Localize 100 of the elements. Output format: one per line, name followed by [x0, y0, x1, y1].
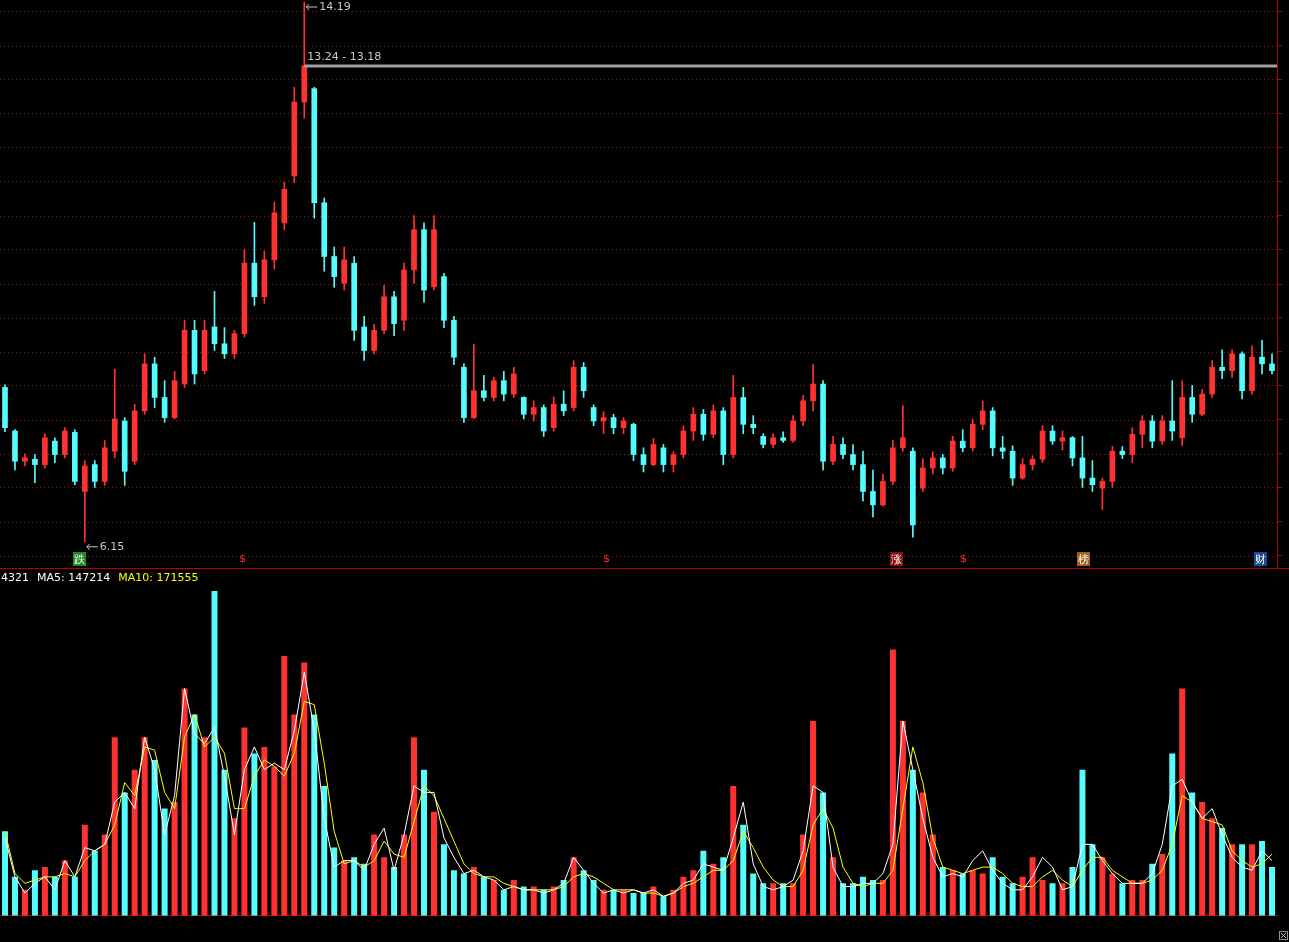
bar	[331, 847, 338, 916]
bar	[1109, 873, 1116, 916]
bar	[231, 818, 238, 916]
bar	[540, 889, 547, 916]
bar	[959, 873, 966, 916]
bar	[131, 769, 138, 916]
candlestick	[1219, 349, 1225, 379]
bar	[91, 850, 98, 916]
bar	[421, 769, 427, 916]
bar	[700, 850, 707, 916]
bar	[929, 834, 936, 916]
bar	[999, 876, 1006, 916]
bar	[161, 808, 168, 916]
bar	[830, 857, 837, 916]
bar	[411, 737, 418, 916]
bar	[1149, 863, 1156, 916]
annotation: 榜	[1077, 552, 1090, 566]
bar	[1199, 802, 1206, 916]
bar	[1129, 880, 1136, 916]
bar	[780, 883, 787, 916]
bar	[371, 834, 378, 916]
bar	[321, 785, 328, 916]
bar	[790, 883, 797, 916]
bar	[610, 889, 617, 916]
bar	[859, 876, 866, 916]
bar	[401, 834, 408, 916]
bar	[41, 867, 48, 916]
candlestick	[1259, 340, 1265, 375]
bar	[850, 883, 856, 916]
annotation: 6.15	[99, 539, 125, 553]
bar	[620, 889, 627, 916]
text: MA5: 147214	[37, 570, 111, 584]
annotation: 财	[1254, 552, 1267, 566]
bar	[989, 857, 996, 916]
bar	[560, 880, 567, 916]
bar	[1259, 841, 1266, 916]
bar	[301, 662, 308, 916]
annotation: $	[238, 552, 247, 566]
bar	[71, 876, 78, 916]
bar	[810, 720, 817, 916]
annotation: 跌	[73, 552, 86, 566]
bar	[899, 720, 906, 916]
bar	[1269, 867, 1276, 916]
bar	[1169, 753, 1176, 916]
bar	[1159, 854, 1166, 916]
bar	[181, 688, 188, 916]
bar	[281, 655, 288, 916]
bar	[660, 896, 667, 916]
bar	[201, 737, 208, 916]
bar	[1079, 769, 1086, 916]
bar	[440, 844, 447, 916]
bar	[939, 867, 946, 916]
bar	[1069, 867, 1076, 916]
bar	[1009, 883, 1016, 916]
bar	[840, 883, 847, 916]
bar	[271, 766, 278, 916]
bar	[1239, 844, 1246, 916]
bar	[1099, 857, 1106, 916]
text: MA10: 171555	[118, 570, 199, 584]
bar	[450, 870, 457, 916]
bar	[2, 831, 8, 916]
bar	[730, 785, 737, 916]
bar	[919, 792, 926, 916]
bar	[869, 880, 876, 916]
bar	[460, 873, 467, 916]
bar	[720, 857, 727, 916]
bar	[1179, 688, 1186, 916]
candlestick	[1169, 380, 1176, 441]
bar	[1089, 844, 1096, 916]
bar	[570, 857, 577, 916]
bar	[750, 873, 757, 916]
bar	[1249, 844, 1256, 916]
bar	[490, 880, 497, 916]
candlestick	[900, 405, 906, 452]
bar	[11, 876, 18, 916]
bar	[1209, 818, 1216, 916]
bar	[221, 769, 228, 916]
bar	[1229, 844, 1236, 916]
candlestick	[32, 454, 38, 484]
bar	[640, 893, 647, 916]
bar	[1189, 792, 1196, 916]
bar	[670, 889, 677, 916]
bar	[1119, 883, 1126, 916]
bar	[391, 867, 398, 916]
ref-line-label: 13.24 - 13.18	[307, 50, 382, 64]
bar	[530, 886, 537, 916]
bar	[1019, 876, 1026, 916]
bar	[51, 876, 58, 916]
bar	[171, 802, 178, 916]
bar	[710, 863, 717, 916]
bar	[520, 886, 527, 916]
candlestick	[560, 390, 567, 416]
bar	[151, 759, 158, 916]
bar	[500, 889, 507, 916]
bar	[760, 883, 767, 916]
bar	[430, 811, 437, 916]
bar	[351, 857, 358, 916]
bar	[979, 873, 986, 916]
bar	[470, 867, 477, 916]
bar	[949, 870, 956, 916]
